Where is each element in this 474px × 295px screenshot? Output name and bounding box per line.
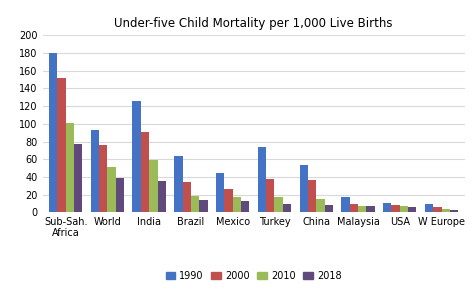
Bar — [182, 182, 191, 212]
Bar — [408, 207, 417, 212]
Bar — [308, 180, 316, 212]
Bar — [350, 204, 358, 212]
Bar — [199, 200, 208, 212]
Bar — [99, 145, 108, 212]
Bar — [283, 204, 291, 212]
Bar — [392, 205, 400, 212]
Bar — [65, 123, 74, 212]
Bar — [224, 189, 233, 212]
Bar — [300, 165, 308, 212]
Bar — [450, 210, 458, 212]
Bar — [191, 196, 199, 212]
Bar — [316, 199, 325, 212]
Bar — [149, 160, 157, 212]
Bar — [258, 147, 266, 212]
Bar — [366, 206, 375, 212]
Bar — [425, 204, 433, 212]
Bar — [274, 197, 283, 212]
Bar — [442, 209, 450, 212]
Bar — [241, 201, 249, 212]
Bar — [49, 53, 57, 212]
Bar — [433, 207, 442, 212]
Bar — [266, 179, 274, 212]
Bar — [216, 173, 224, 212]
Bar — [400, 206, 408, 212]
Bar — [341, 197, 350, 212]
Bar — [57, 78, 65, 212]
Bar — [174, 156, 182, 212]
Legend: 1990, 2000, 2010, 2018: 1990, 2000, 2010, 2018 — [162, 267, 346, 285]
Bar — [74, 144, 82, 212]
Bar — [116, 178, 124, 212]
Title: Under-five Child Mortality per 1,000 Live Births: Under-five Child Mortality per 1,000 Liv… — [114, 17, 393, 30]
Bar — [132, 101, 141, 212]
Bar — [358, 206, 366, 212]
Bar — [157, 181, 166, 212]
Bar — [383, 203, 392, 212]
Bar — [108, 167, 116, 212]
Bar — [141, 132, 149, 212]
Bar — [233, 197, 241, 212]
Bar — [325, 205, 333, 212]
Bar — [91, 130, 99, 212]
